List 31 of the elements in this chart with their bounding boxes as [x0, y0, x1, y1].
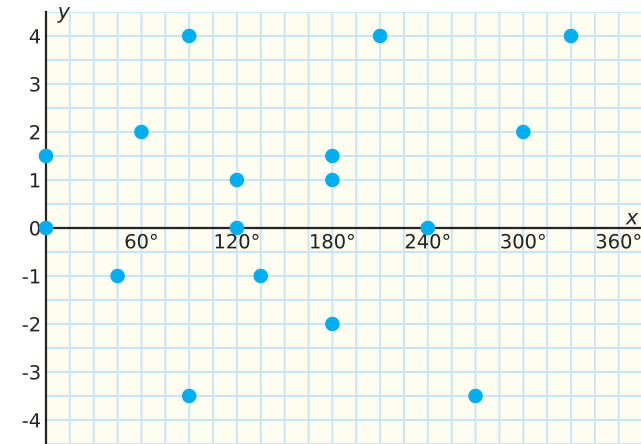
- y-tick-label: 4: [30, 29, 40, 44]
- x-tick-label: 180°: [311, 234, 354, 249]
- y-axis-title: y: [57, 7, 70, 23]
- y-tick-label: 1: [30, 173, 40, 188]
- y-tick-label: -2: [22, 316, 40, 332]
- x-tick-label: 360°: [596, 234, 640, 249]
- point: [372, 28, 388, 44]
- x-tick-label: 120°: [216, 234, 258, 249]
- x-tick-label: 300°: [501, 234, 545, 249]
- point: [182, 388, 196, 404]
- point: [564, 28, 578, 44]
- point: [110, 268, 125, 284]
- y-tick-label: -1: [22, 269, 40, 284]
- point: [325, 172, 340, 188]
- point: [516, 124, 531, 140]
- point: [325, 316, 340, 332]
- y-tick-label: 3: [30, 76, 40, 92]
- point: [134, 124, 149, 140]
- point: [38, 148, 54, 164]
- point: [325, 148, 340, 164]
- y-tick-label: -4: [22, 413, 40, 428]
- x-axis-title: x: [625, 212, 638, 224]
- point: [38, 220, 54, 236]
- point: [253, 268, 268, 284]
- y-tick-label: 2: [30, 124, 40, 140]
- x-tick-label: 240°: [406, 234, 450, 249]
- x-tick-label: 60°: [126, 234, 157, 249]
- point: [468, 388, 483, 404]
- point: [182, 28, 196, 44]
- point: [230, 172, 244, 188]
- y-tick-label: -3: [22, 364, 40, 380]
